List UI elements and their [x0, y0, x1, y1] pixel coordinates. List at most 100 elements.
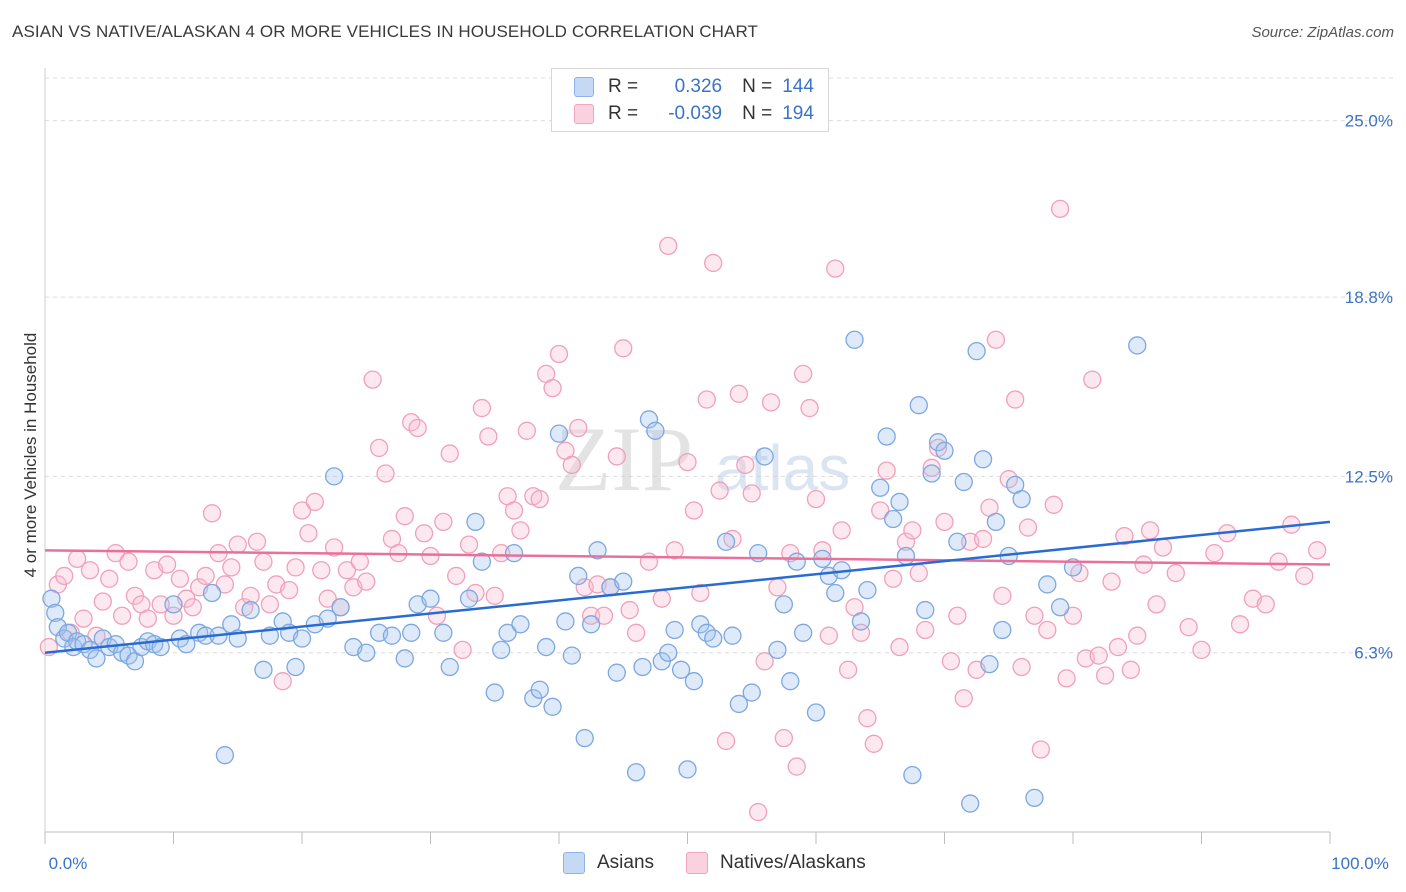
natives-swatch: [686, 852, 708, 874]
asian-point: [639, 410, 659, 429]
asian-point: [768, 640, 787, 660]
y-tick-label: 25.0%: [1345, 112, 1393, 131]
native-point: [434, 512, 453, 532]
native-point: [973, 529, 993, 549]
asian-point: [492, 640, 511, 660]
asian-point: [537, 637, 556, 657]
native-point: [286, 558, 305, 577]
asian-trendline: [44, 520, 1331, 654]
asian-point: [903, 765, 922, 785]
native-point: [1108, 637, 1128, 657]
legend-item-natives[interactable]: Natives/Alaskans: [686, 852, 866, 874]
native-point: [1179, 617, 1198, 637]
native-point: [1230, 615, 1250, 634]
asian-point: [755, 447, 774, 466]
asian-point: [826, 583, 845, 603]
native-point: [1140, 521, 1160, 540]
asian-point: [466, 512, 485, 532]
native-point: [222, 558, 241, 577]
native-point: [1128, 626, 1147, 645]
native-point: [1051, 199, 1070, 219]
native-point: [1192, 640, 1211, 660]
asian-point: [324, 467, 344, 486]
asian-point: [774, 595, 794, 614]
asian-point: [671, 660, 691, 679]
asian-point: [980, 654, 999, 674]
native-point: [292, 501, 312, 520]
native-point: [318, 589, 337, 608]
asian-point: [556, 612, 575, 631]
native-point: [93, 592, 112, 611]
native-point: [100, 569, 119, 588]
native-point: [196, 566, 215, 586]
asian-point: [530, 680, 549, 699]
native-point: [1256, 595, 1275, 614]
native-point: [138, 609, 157, 628]
native-point: [427, 606, 447, 625]
asian-point: [440, 657, 459, 677]
asian-point: [382, 626, 402, 645]
native-point: [691, 583, 710, 603]
native-point: [74, 609, 93, 628]
legend-r-label: R =: [608, 76, 639, 97]
native-point: [447, 566, 466, 586]
asian-point: [569, 566, 588, 586]
asian-point: [421, 589, 440, 608]
legend-r-label: R =: [608, 103, 639, 124]
legend-item-asians[interactable]: Asians: [563, 852, 654, 874]
native-point: [517, 421, 537, 440]
asian-point: [202, 583, 222, 603]
asian-point: [954, 472, 973, 492]
native-point: [614, 339, 633, 358]
native-point: [479, 427, 498, 446]
native-point: [305, 492, 325, 512]
native-point: [112, 606, 132, 625]
asian-point: [909, 396, 928, 415]
asian-point: [472, 552, 492, 571]
asians-label: Asians: [597, 852, 655, 873]
legend-swatch-asians: [574, 77, 594, 97]
native-point: [202, 504, 222, 523]
native-point: [80, 561, 100, 580]
legend-n-value: 194: [782, 103, 814, 124]
asian-point: [292, 629, 312, 648]
asian-point: [716, 532, 736, 551]
native-point: [106, 544, 125, 563]
native-point: [678, 452, 697, 472]
native-point: [1006, 390, 1025, 409]
asian-point: [626, 763, 646, 782]
native-point: [903, 521, 922, 540]
native-point: [1115, 526, 1134, 546]
native-point: [1121, 660, 1140, 679]
native-point: [453, 640, 472, 660]
y-tick-label: 18.8%: [1345, 288, 1393, 307]
native-point: [157, 555, 177, 574]
native-point: [421, 546, 440, 566]
legend-row-asians: R = 0.326 N = 144: [574, 75, 814, 99]
asian-point: [402, 623, 421, 642]
legend-r-value: -0.039: [668, 103, 723, 124]
native-point: [594, 606, 614, 625]
asian-point: [967, 341, 986, 361]
native-point: [170, 569, 190, 588]
native-point: [1012, 657, 1031, 677]
native-point: [993, 586, 1012, 605]
asian-point: [678, 760, 697, 779]
native-point: [549, 344, 569, 364]
native-point: [151, 595, 170, 614]
asian-point: [434, 623, 453, 642]
native-point: [684, 501, 704, 520]
native-point: [922, 458, 941, 477]
asian-point: [877, 427, 896, 446]
native-point: [794, 364, 813, 384]
native-point: [736, 455, 755, 475]
asian-point: [729, 694, 749, 714]
source-label: Source: ZipAtlas.com: [1251, 24, 1394, 41]
native-point: [543, 378, 562, 398]
asian-point: [588, 541, 607, 560]
native-point: [710, 481, 729, 500]
asian-point: [511, 615, 530, 634]
native-point: [909, 563, 928, 583]
native-point: [1057, 669, 1076, 688]
native-point: [260, 595, 280, 614]
